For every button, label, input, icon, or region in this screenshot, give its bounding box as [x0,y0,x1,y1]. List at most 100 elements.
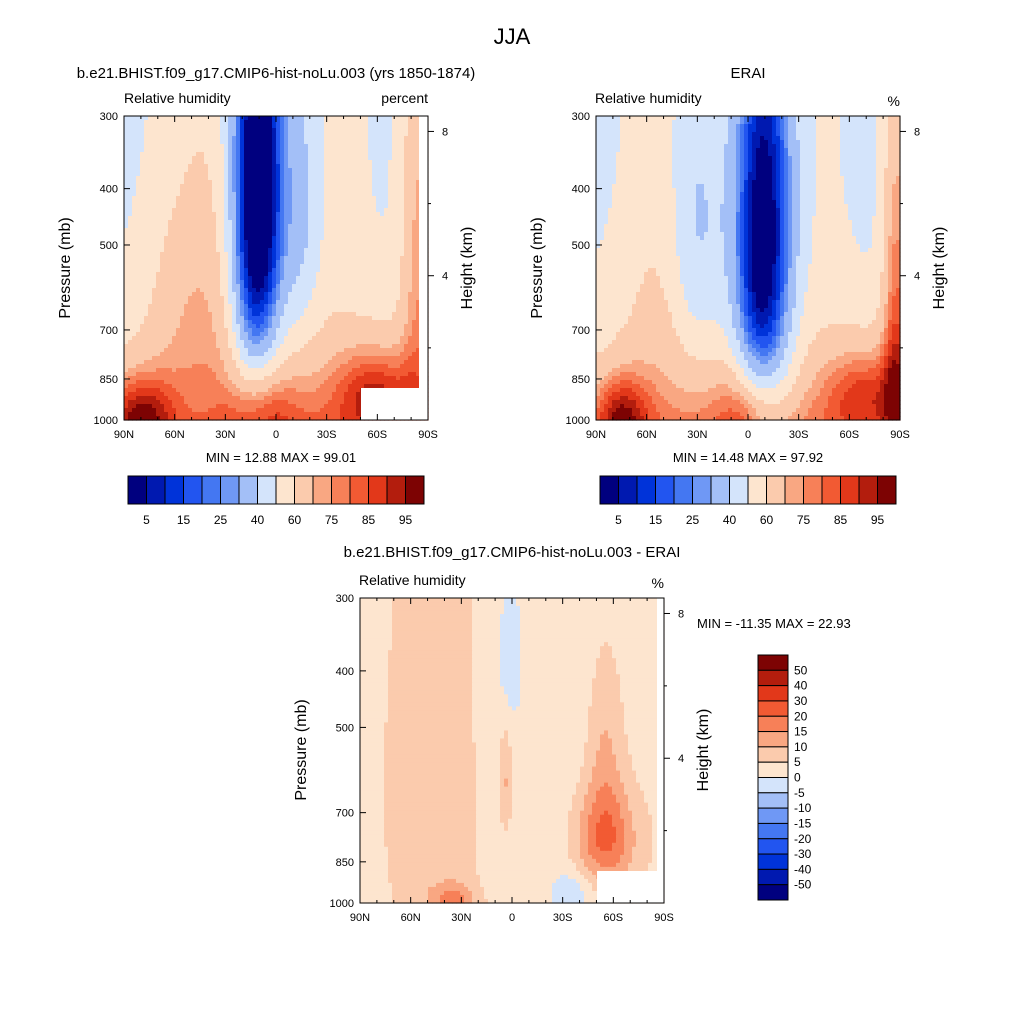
contour-cell [228,356,233,361]
contour-cell [316,120,321,125]
contour-cell [176,312,181,317]
contour-cell [244,360,249,365]
contour-cell [236,336,241,341]
contour-cell [308,356,313,361]
contour-cell [308,152,313,157]
contour-cell [336,348,341,353]
contour-cell [372,140,377,145]
contour-cell [188,192,193,197]
contour-cell [328,324,333,329]
contour-cell [148,192,153,197]
contour-cell [228,300,233,305]
contour-cell [400,300,405,305]
contour-cell [324,188,329,193]
contour-cell [196,172,201,177]
contour-cell [352,240,357,245]
contour-cell [292,120,297,125]
contour-cell [280,168,285,173]
contour-cell [148,136,153,141]
contour-cell [280,256,285,261]
contour-cell [256,264,261,269]
contour-cell [380,140,385,145]
contour-cell [320,240,325,245]
contour-cell [320,260,325,265]
contour-cell [276,232,281,237]
contour-cell [132,188,137,193]
contour-cell [232,356,237,361]
contour-cell [204,316,209,321]
contour-cell [124,268,129,273]
contour-cell [308,264,313,269]
contour-cell [408,304,413,309]
contour-cell [316,292,321,297]
contour-cell [156,344,161,349]
contour-cell [264,348,269,353]
contour-cell [232,164,237,169]
contour-cell [328,264,333,269]
contour-cell [348,224,353,229]
contour-cell [180,140,185,145]
contour-cell [184,152,189,157]
contour-cell [380,188,385,193]
contour-cell [180,128,185,133]
contour-cell [220,332,225,337]
contour-cell [252,356,257,361]
contour-cell [372,296,377,301]
contour-cell [140,132,145,137]
contour-cell [320,368,325,373]
contour-cell [152,356,157,361]
contour-cell [144,328,149,333]
contour-cell [276,244,281,249]
contour-cell [284,132,289,137]
contour-cell [132,140,137,145]
contour-cell [276,264,281,269]
contour-cell [372,224,377,229]
contour-cell [288,268,293,273]
contour-cell [412,364,417,369]
contour-cell [380,132,385,137]
contour-cell [164,288,169,293]
contour-cell [244,168,249,173]
contour-cell [268,256,273,261]
contour-cell [224,144,229,149]
contour-cell [412,280,417,285]
contour-cell [308,176,313,181]
contour-cell [224,372,229,377]
contour-cell [124,312,129,317]
contour-cell [396,272,401,277]
contour-cell [296,172,301,177]
contour-cell [188,216,193,221]
contour-cell [208,308,213,313]
contour-cell [404,188,409,193]
contour-cell [296,212,301,217]
contour-cell [144,216,149,221]
contour-cell [252,332,257,337]
contour-cell [228,208,233,213]
contour-cell [140,124,145,129]
contour-cell [288,364,293,369]
contour-cell [180,240,185,245]
contour-cell [148,344,153,349]
contour-cell [292,292,297,297]
contour-cell [260,372,265,377]
contour-cell [356,360,361,365]
contour-cell [276,368,281,373]
contour-cell [396,340,401,345]
contour-cell [140,184,145,189]
contour-cell [372,136,377,141]
contour-cell [152,260,157,265]
contour-cell [144,340,149,345]
contour-cell [140,376,145,381]
contour-cell [392,168,397,173]
contour-cell [276,316,281,321]
contour-cell [168,368,173,373]
contour-cell [140,348,145,353]
contour-cell [132,284,137,289]
contour-cell [184,324,189,329]
contour-cell [136,248,141,253]
contour-cell [376,124,381,129]
contour-cell [224,240,229,245]
contour-cell [272,360,277,365]
contour-cell [228,160,233,165]
contour-cell [196,224,201,229]
